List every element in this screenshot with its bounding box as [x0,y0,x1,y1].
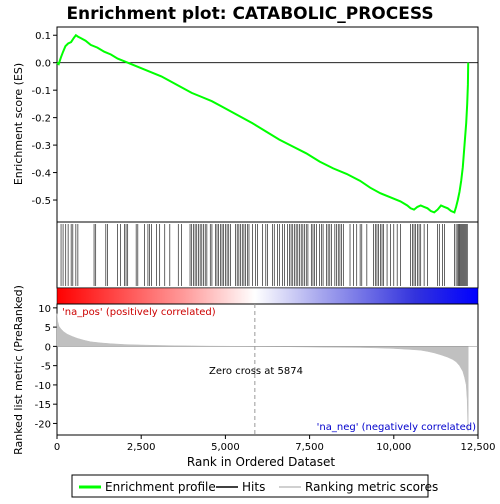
hits-group [60,224,468,286]
x-tick-label: 7,500 [295,442,324,453]
chart-title: Enrichment plot: CATABOLIC_PROCESS [66,4,433,24]
x-tick-label: 2,500 [127,442,156,453]
x-tick-label: 0 [54,442,60,453]
legend-label-metric: Ranking metric scores [305,480,438,494]
es-y-axis-label: Enrichment score (ES) [12,63,25,185]
positive-correlation-label: 'na_pos' (positively correlated) [62,307,216,318]
es-y-tick-label: -0.5 [31,196,51,207]
legend-label-hits: Hits [242,480,265,494]
x-axis-label: Rank in Ordered Dataset [187,455,335,469]
metric-y-tick-label: -15 [35,400,51,411]
legend-box [71,474,429,498]
es-y-tick-label: 0.0 [35,59,51,70]
ranked-metric-group: 10 5 0 -5 -10 -15 -20 [35,304,478,435]
metric-y-tick-label: 0 [45,342,51,353]
es-y-tick-label: -0.4 [31,169,51,180]
enrichment-profile-line [56,33,470,214]
x-axis: 0 2,500 5,000 7,500 10,000 12,500 [54,435,496,453]
metric-y-tick-label: -10 [35,381,51,392]
metric-y-tick-label: 5 [45,323,51,334]
es-y-tick-label: -0.2 [31,114,51,125]
es-panel-frame [56,26,479,223]
es-y-tick-label: -0.3 [31,141,51,152]
es-axis: 0.1 0.0 -0.1 -0.2 -0.3 -0.4 -0.5 [31,31,478,207]
rank-color-bar [56,287,479,305]
metric-panel-frame [56,303,479,436]
metric-y-tick-label: 10 [38,304,51,315]
zero-cross-label: Zero cross at 5874 [209,366,303,377]
es-y-tick-label: 0.1 [35,31,51,42]
legend-label-enrichment: Enrichment profile [105,480,216,494]
metric-y-tick-label: -5 [41,362,51,373]
x-tick-label: 5,000 [211,442,240,453]
metric-y-tick-label: -20 [35,419,51,430]
x-tick-label: 12,500 [461,442,496,453]
es-y-tick-label: -0.1 [31,86,51,97]
x-tick-label: 10,000 [376,442,411,453]
enrichment-profile-group [56,33,470,214]
metric-y-axis-label: Ranked list metric (PreRanked) [12,285,25,455]
negative-correlation-label: 'na_neg' (negatively correlated) [317,422,476,433]
